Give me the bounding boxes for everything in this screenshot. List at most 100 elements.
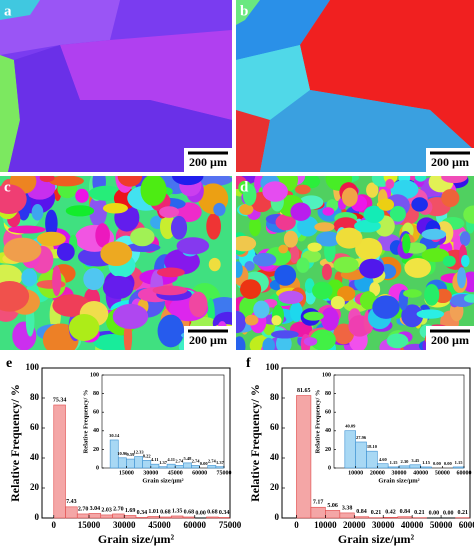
value-label: 5.06: [327, 503, 338, 509]
y-tick-label: 100: [322, 372, 331, 378]
y-tick-label: 80: [30, 392, 40, 402]
grain: [442, 255, 456, 267]
grain: [56, 242, 75, 261]
grain: [52, 265, 62, 297]
bar: [150, 463, 160, 469]
bar: [112, 513, 125, 519]
grain: [83, 267, 105, 291]
grain: [236, 110, 270, 172]
y-axis-label: Relative Frequency/ %: [248, 384, 262, 502]
bar: [76, 513, 90, 519]
grain: [8, 45, 232, 172]
panel-overlays: a 200 µm b 200 µm c 200 µm d 200 µm: [4, 3, 474, 350]
grain: [95, 223, 110, 248]
scale-bar-label: 200 µm: [431, 155, 469, 169]
bar: [134, 456, 143, 469]
grain: [244, 261, 255, 272]
bar: [296, 395, 312, 519]
grain: [314, 222, 335, 232]
grain: [188, 291, 208, 318]
value-label: 0.00: [433, 461, 442, 466]
y-tick-label: 20: [93, 447, 99, 453]
grain: [424, 283, 440, 306]
grain: [102, 275, 134, 299]
value-label: 0.21: [414, 510, 425, 516]
panel-label: d: [240, 179, 249, 195]
value-label: 1.69: [125, 508, 136, 514]
grain: [304, 278, 315, 294]
grain: [372, 295, 400, 319]
grain: [176, 237, 210, 255]
grain: [278, 244, 289, 254]
y-tick-label: 60: [325, 410, 331, 416]
y-tick-label: 20: [30, 482, 40, 492]
y-tick-label: 0: [328, 465, 331, 471]
y-tick-label: 40: [93, 428, 99, 434]
grain: [355, 237, 383, 261]
x-tick-label: 30000: [143, 470, 158, 476]
value-label: 1.01: [148, 509, 159, 515]
grain: [460, 254, 470, 268]
y-tick-label: 60: [93, 410, 99, 416]
y-tick-label: 60: [30, 422, 40, 432]
map-a: [0, 0, 232, 172]
y-tick-label: 40: [325, 428, 331, 434]
value-label: 8.22: [143, 453, 152, 458]
grain: [244, 314, 259, 326]
grain: [290, 301, 303, 322]
x-tick-label: 10000: [348, 470, 363, 476]
grain: [290, 202, 311, 221]
grain: [159, 206, 180, 218]
bar: [147, 516, 160, 519]
grain: [296, 257, 310, 273]
bar: [355, 441, 367, 469]
grain: [303, 337, 318, 346]
x-tick-label: 50000: [430, 520, 453, 530]
value-label: 2.70: [78, 506, 89, 512]
grain: [125, 243, 161, 253]
bar: [100, 514, 113, 519]
bar: [159, 516, 172, 519]
grain: [49, 176, 84, 187]
value-label: 0.68: [207, 509, 218, 515]
bar: [53, 404, 66, 519]
bar: [215, 466, 225, 469]
grain: [403, 289, 422, 298]
bar: [142, 460, 152, 469]
grain: [441, 176, 468, 184]
bar: [217, 517, 231, 519]
bar: [174, 465, 184, 469]
grain: [0, 184, 27, 214]
grain: [278, 290, 304, 305]
value-label: 0.21: [371, 510, 382, 516]
bar: [183, 462, 192, 469]
grain: [463, 205, 474, 224]
grain: [208, 257, 221, 272]
bar: [344, 430, 356, 469]
grain: [401, 304, 424, 328]
value-label: 0.42: [385, 510, 396, 516]
grain: [157, 314, 185, 348]
map-b: [236, 0, 474, 172]
bar: [109, 439, 119, 469]
value-label: 12.33: [134, 450, 145, 455]
grain: [378, 198, 395, 211]
grain: [341, 187, 358, 207]
bar: [135, 517, 149, 519]
value-label: 0.00: [200, 461, 209, 466]
x-tick-label: 40000: [401, 520, 424, 530]
bar: [387, 466, 400, 469]
bar: [158, 466, 168, 469]
value-label: 1.15: [455, 460, 464, 465]
grain: [457, 267, 467, 289]
value-label: 7.17: [313, 500, 324, 506]
grain: [65, 205, 95, 217]
grain: [289, 245, 300, 264]
value-label: 3.45: [411, 458, 420, 463]
grain: [39, 176, 55, 183]
bar: [207, 465, 217, 469]
y-tick-label: 60: [270, 422, 280, 432]
y-tick-label: 80: [325, 391, 331, 397]
bar: [170, 515, 184, 519]
grain: [117, 176, 143, 187]
